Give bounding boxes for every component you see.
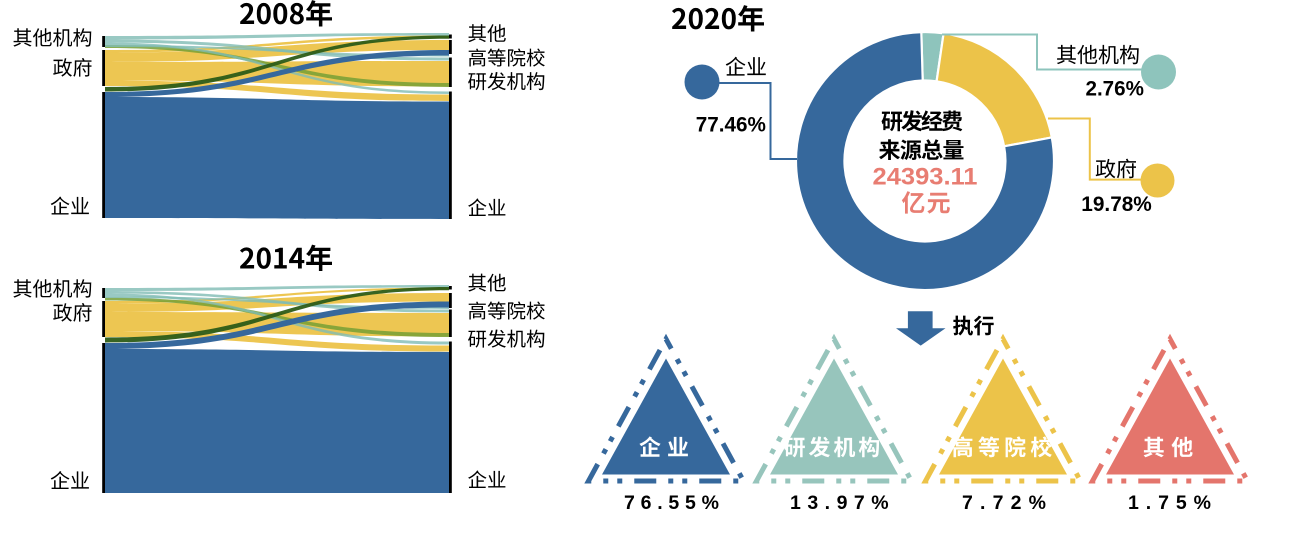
svg-text:13.97%: 13.97% — [790, 492, 895, 514]
svg-text:77.46%: 77.46% — [696, 112, 766, 137]
svg-text:2.76%: 2.76% — [1086, 76, 1144, 101]
svg-text:76.55%: 76.55% — [624, 492, 725, 514]
svg-text:7.72%: 7.72% — [962, 492, 1053, 514]
svg-text:1.75%: 1.75% — [1128, 492, 1218, 514]
svg-text:19.78%: 19.78% — [1081, 191, 1152, 216]
svg-text:24393.11: 24393.11 — [873, 164, 978, 191]
